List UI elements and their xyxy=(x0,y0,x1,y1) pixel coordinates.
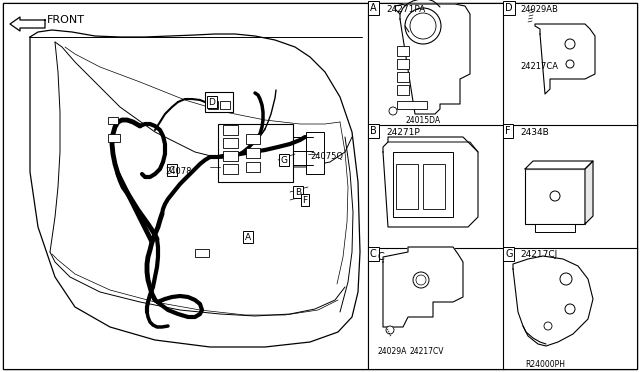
Circle shape xyxy=(405,8,441,44)
Circle shape xyxy=(389,107,397,115)
Circle shape xyxy=(410,13,436,39)
Circle shape xyxy=(544,322,552,330)
Bar xyxy=(205,92,233,112)
Bar xyxy=(397,85,409,95)
Polygon shape xyxy=(383,247,463,327)
Bar xyxy=(195,249,209,257)
Text: F: F xyxy=(505,126,511,136)
Text: D: D xyxy=(505,3,513,13)
Text: 24217CA: 24217CA xyxy=(520,62,558,71)
Text: 24015DA: 24015DA xyxy=(405,116,440,125)
Bar xyxy=(397,59,409,69)
Text: 2434B: 2434B xyxy=(520,128,548,137)
Polygon shape xyxy=(10,17,45,31)
Polygon shape xyxy=(395,4,470,114)
Circle shape xyxy=(550,191,560,201)
Bar xyxy=(306,132,324,174)
Text: C: C xyxy=(370,249,377,259)
Text: 24271PA: 24271PA xyxy=(386,5,425,14)
Bar xyxy=(223,125,238,135)
Circle shape xyxy=(413,272,429,288)
Bar xyxy=(368,3,637,369)
Circle shape xyxy=(416,275,426,285)
Text: R24000PH: R24000PH xyxy=(525,360,565,369)
Circle shape xyxy=(565,39,575,49)
Text: B: B xyxy=(295,187,301,196)
Circle shape xyxy=(560,273,572,285)
Bar xyxy=(223,138,238,148)
Bar xyxy=(423,164,445,209)
Circle shape xyxy=(566,60,574,68)
Bar xyxy=(223,164,238,174)
Bar xyxy=(525,169,585,224)
Polygon shape xyxy=(585,161,593,224)
Bar xyxy=(246,148,260,158)
Text: F: F xyxy=(303,196,308,205)
Text: FRONT: FRONT xyxy=(47,15,85,25)
Circle shape xyxy=(386,326,394,334)
Text: D: D xyxy=(209,97,216,106)
Bar xyxy=(393,152,453,217)
Polygon shape xyxy=(383,137,478,227)
Text: A: A xyxy=(370,3,376,13)
Text: C: C xyxy=(169,166,175,174)
Bar xyxy=(223,151,238,161)
Text: 24078: 24078 xyxy=(165,167,191,176)
Text: 24217CV: 24217CV xyxy=(410,347,445,356)
Bar xyxy=(208,101,218,109)
Bar xyxy=(108,117,118,124)
Text: A: A xyxy=(245,232,251,241)
Text: 24075Q: 24075Q xyxy=(310,152,343,161)
Text: G: G xyxy=(280,155,287,164)
Text: B: B xyxy=(370,126,377,136)
Bar xyxy=(397,101,427,109)
Polygon shape xyxy=(513,256,593,346)
Bar xyxy=(397,46,409,56)
Bar xyxy=(246,162,260,172)
Text: G: G xyxy=(505,249,513,259)
Bar xyxy=(108,134,120,142)
Bar xyxy=(220,101,230,109)
Text: 24271P: 24271P xyxy=(386,128,420,137)
Text: C: C xyxy=(378,252,385,262)
Circle shape xyxy=(565,304,575,314)
Bar xyxy=(218,124,293,182)
Polygon shape xyxy=(535,24,595,94)
Bar xyxy=(535,224,575,232)
Bar xyxy=(397,72,409,82)
Bar xyxy=(246,134,260,144)
Text: 24217CJ: 24217CJ xyxy=(520,250,557,259)
Bar xyxy=(3,3,368,369)
Text: 24029A: 24029A xyxy=(378,347,408,356)
Polygon shape xyxy=(525,161,593,169)
Text: 24029AB: 24029AB xyxy=(520,5,558,14)
Bar xyxy=(396,164,418,209)
